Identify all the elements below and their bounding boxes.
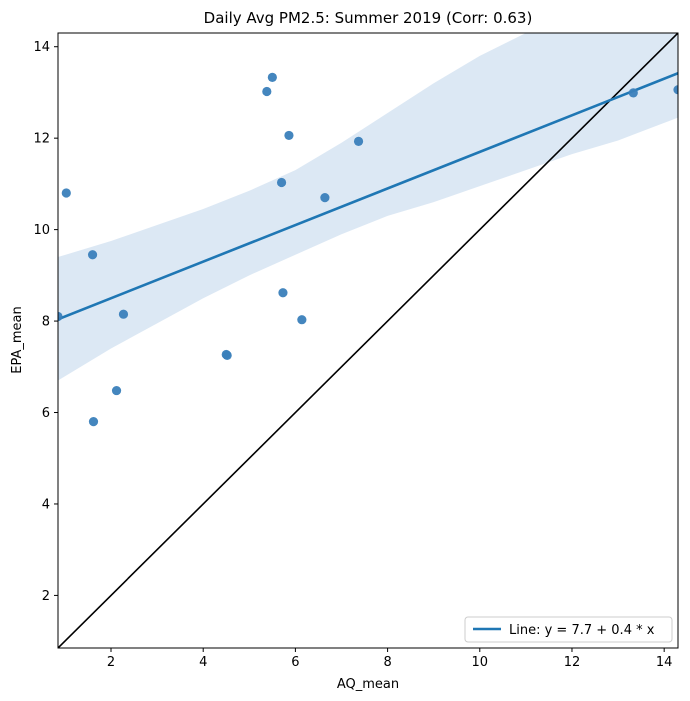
- data-point-10: [276, 177, 287, 188]
- data-point-17: [673, 85, 678, 95]
- data-point-16: [628, 88, 638, 98]
- plot-area: [58, 33, 678, 648]
- data-point-14: [320, 193, 330, 203]
- y-axis-label: EPA_mean: [10, 306, 25, 373]
- identity-line: [58, 33, 678, 648]
- plot-frame: [57, 32, 679, 649]
- data-point-5: [118, 309, 129, 319]
- x-axis-ticks: 2 4 6 8 10 12 14: [107, 648, 673, 670]
- x-tick-label: 10: [472, 655, 489, 670]
- x-axis-label: AQ_mean: [337, 677, 399, 692]
- data-point-4: [111, 385, 122, 396]
- legend-box: [464, 616, 673, 643]
- x-tick-label: 8: [383, 655, 391, 670]
- data-point-2: [87, 250, 98, 260]
- data-point-0: [58, 311, 63, 322]
- x-tick-label: 14: [656, 655, 673, 670]
- chart-title: Daily Avg PM2.5: Summer 2019 (Corr: 0.63…: [204, 9, 533, 27]
- legend: Line: y = 7.7 + 0.4 * x: [464, 616, 673, 643]
- data-point-13: [297, 315, 307, 325]
- regression-line: [58, 72, 678, 321]
- y-tick-label: 8: [42, 315, 50, 330]
- x-tick-label: 6: [291, 655, 299, 670]
- y-tick-label: 10: [33, 223, 50, 238]
- data-point-11: [278, 288, 288, 298]
- confidence-band: [58, 33, 678, 381]
- data-point-15: [353, 136, 364, 146]
- y-tick-label: 14: [33, 40, 50, 55]
- y-axis-ticks: 2 4 6 8 10 12 14: [33, 40, 58, 604]
- y-tick-label: 6: [42, 406, 50, 421]
- data-point-7: [222, 350, 232, 360]
- x-tick-label: 12: [564, 655, 581, 670]
- x-tick-label: 2: [107, 655, 115, 670]
- points-layer: [58, 72, 678, 427]
- data-point-8: [262, 86, 272, 97]
- data-point-12: [284, 130, 294, 141]
- y-tick-label: 2: [42, 589, 50, 604]
- data-point-3: [88, 417, 99, 427]
- data-point-9: [267, 72, 277, 82]
- y-tick-label: 12: [33, 132, 50, 147]
- x-tick-label: 4: [199, 655, 207, 670]
- y-tick-label: 4: [42, 497, 50, 512]
- data-point-1: [61, 188, 71, 198]
- legend-label: Line: y = 7.7 + 0.4 * x: [509, 623, 655, 638]
